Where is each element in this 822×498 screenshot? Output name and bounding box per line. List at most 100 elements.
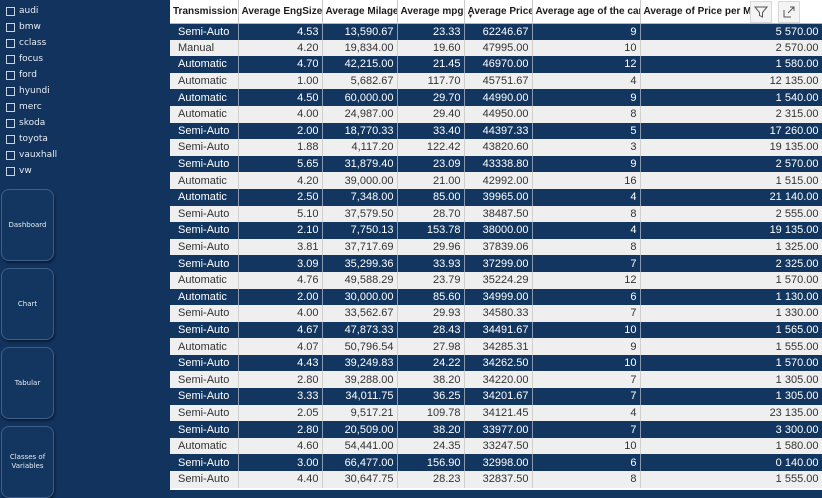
column-header-label: Average mpg (400, 5, 464, 17)
brand-filter-item[interactable]: bmw (0, 19, 60, 35)
brand-filter-item[interactable]: focus (0, 51, 60, 67)
checkbox-icon[interactable] (6, 22, 15, 32)
table-row[interactable]: Semi-Auto 2.80 20,509.00 38.20 33977.00 7 3 30… (170, 421, 822, 438)
column-header[interactable]: Average age of the car (532, 0, 641, 24)
focus-mode-icon[interactable] (778, 1, 800, 23)
table-cell: 2.80 (238, 421, 323, 438)
table-cell: 3.81 (238, 238, 323, 256)
table-row[interactable]: Semi-Auto 4.00 33,562.67 29.93 34580.33 7 1 33… (170, 305, 822, 322)
table-cell: Semi-Auto (170, 454, 239, 472)
table-row[interactable]: Automatic 4.76 49,588.29 23.79 35224.29 12 1 5… (170, 271, 822, 289)
column-header[interactable]: Transmission (170, 0, 239, 24)
table-row[interactable]: Semi-Auto 4.53 13,590.67 23.33 62246.67 9 5 57… (170, 23, 822, 40)
table-row[interactable]: Semi-Auto 4.43 39,249.83 24.22 34262.50 10 1 5… (170, 354, 822, 372)
brand-filter-item[interactable]: merc (0, 99, 60, 115)
classes-of-variables-button[interactable]: Classes of Variables (1, 426, 54, 498)
brand-filter-item[interactable]: cclass (0, 35, 60, 51)
chart-button[interactable]: Chart (1, 268, 54, 340)
table-cell: 1 580.00 (640, 437, 822, 455)
brand-filter-item[interactable]: ford (0, 67, 60, 83)
table-cell: 1 330.00 (640, 305, 822, 322)
table-row[interactable]: Semi-Auto 4.40 30,647.75 28.23 32837.50 8 1 55… (170, 471, 822, 488)
table-cell: 1 515.00 (640, 172, 822, 189)
table-row[interactable]: Semi-Auto 5.65 31,879.40 23.09 43338.80 9 2 57… (170, 155, 822, 173)
dashboard-button[interactable]: Dashboard (1, 189, 54, 261)
table-cell: 2.00 (238, 288, 323, 306)
table-cell: Semi-Auto (170, 388, 239, 405)
table-cell: 35,299.36 (322, 255, 398, 272)
checkbox-icon[interactable] (6, 70, 15, 80)
table-row[interactable]: Semi-Auto 3.00 66,477.00 156.90 32998.00 6 0 1… (170, 454, 822, 472)
checkbox-icon[interactable] (6, 38, 15, 48)
table-cell: 38000.00 (464, 222, 533, 239)
tabular-button[interactable]: Tabular (1, 347, 54, 419)
brand-filter-item[interactable]: toyota (0, 131, 60, 147)
table-row[interactable]: Semi-Auto 3.09 35,299.36 33.93 37299.00 7 2 32… (170, 255, 822, 272)
checkbox-icon[interactable] (6, 166, 15, 176)
table-row[interactable]: Automatic 4.07 50,796.54 27.98 34285.31 9 1 55… (170, 338, 822, 355)
brand-filter-item[interactable]: skoda (0, 115, 60, 131)
filter-icon[interactable] (750, 1, 772, 23)
table-cell: 4.20 (238, 39, 323, 57)
column-header[interactable]: Average EngSize (238, 0, 323, 24)
checkbox-icon[interactable] (6, 6, 15, 16)
table-row[interactable]: Semi-Auto 2.80 39,288.00 38.20 34220.00 7 1 30… (170, 371, 822, 389)
table-row[interactable]: Semi-Auto 5.10 37,579.50 28.70 38487.50 8 2 55… (170, 205, 822, 223)
table-cell: Semi-Auto (170, 305, 239, 322)
table-row[interactable]: Semi-Auto 2.10 7,750.13 153.78 38000.00 4 19 1… (170, 222, 822, 239)
checkbox-icon[interactable] (6, 86, 15, 96)
table-row[interactable]: Semi-Auto 1.88 4,117.20 122.42 43820.60 3 19 1… (170, 139, 822, 156)
table-row[interactable]: Semi-Auto 3.81 37,717.69 29.96 37839.06 8 1 32… (170, 238, 822, 256)
table-row[interactable]: Semi-Auto 3.33 34,011.75 36.25 34201.67 7 1 30… (170, 388, 822, 405)
table-cell: 5.10 (238, 205, 323, 223)
column-header[interactable]: Average Milage (322, 0, 398, 24)
table-cell: 24,987.00 (322, 105, 398, 123)
checkbox-icon[interactable] (6, 150, 15, 160)
table-row[interactable]: Automatic 4.20 39,000.00 21.00 42992.00 16 1 5… (170, 172, 822, 189)
table-cell: 117.70 (397, 72, 465, 90)
table-cell: 28.23 (397, 471, 465, 488)
column-header[interactable]: Average of Price per Mil (640, 0, 822, 24)
table-row[interactable]: Automatic 2.50 7,348.00 85.00 39965.00 4 21 14… (170, 188, 822, 206)
visual-header-icons (750, 1, 810, 23)
brand-filter-label: audi (19, 6, 39, 16)
table-cell: 2 315.00 (640, 105, 822, 123)
brand-filter-item[interactable]: vw (0, 163, 60, 179)
table-cell: 28.70 (397, 205, 465, 223)
table-cell: 4.00 (238, 305, 323, 322)
table-cell: 34121.45 (464, 404, 533, 422)
checkbox-icon[interactable] (6, 134, 15, 144)
table-row[interactable]: Automatic 4.00 24,987.00 29.40 44950.00 8 2 31… (170, 105, 822, 123)
averages-table: Transmission Average EngSize Average Milag… (170, 0, 822, 488)
table-row[interactable]: Semi-Auto 2.05 9,517.21 109.78 34121.45 4 23 1… (170, 404, 822, 422)
brand-filter-item[interactable]: vauxhall (0, 147, 60, 163)
checkbox-icon[interactable] (6, 118, 15, 128)
checkbox-icon[interactable] (6, 102, 15, 112)
sort-descending-icon[interactable]: ▼ (467, 14, 474, 20)
table-row[interactable]: Automatic 1.00 5,682.67 117.70 45751.67 4 12 1… (170, 72, 822, 90)
column-header-label: Average Price (467, 5, 532, 17)
table-row[interactable]: Manual 4.20 19,834.00 19.60 47995.00 10 2 570.… (170, 39, 822, 57)
table-cell: 47,873.33 (322, 321, 398, 339)
checkbox-icon[interactable] (6, 54, 15, 64)
table-cell: Semi-Auto (170, 23, 239, 40)
table-header-row: Transmission Average EngSize Average Milag… (170, 0, 822, 24)
table-row[interactable]: Automatic 4.70 42,215.00 21.45 46970.00 12 1 5… (170, 56, 822, 73)
column-header[interactable]: Average mpg (397, 0, 465, 24)
table-row[interactable]: Automatic 4.60 54,441.00 24.35 33247.50 10 1 5… (170, 437, 822, 455)
table-row[interactable]: Automatic 2.00 30,000.00 85.60 34999.00 6 1 13… (170, 288, 822, 306)
brand-filter-item[interactable]: audi (0, 3, 60, 19)
brand-filter-label: vauxhall (19, 150, 58, 160)
table-cell: 60,000.00 (322, 89, 398, 106)
chart-button-label: Chart (17, 299, 38, 308)
column-header[interactable]: Average Price ▼ (464, 0, 533, 24)
table-cell: Semi-Auto (170, 122, 239, 140)
brand-filter-item[interactable]: hyundi (0, 83, 60, 99)
table-row[interactable]: Semi-Auto 2.00 18,770.33 33.40 44397.33 5 17 2… (170, 122, 822, 140)
table-row[interactable]: Semi-Auto 4.67 47,873.33 28.43 34491.67 10 1 5… (170, 321, 822, 339)
table-cell: 23 135.00 (640, 404, 822, 422)
table-cell: Automatic (170, 56, 239, 73)
table-cell: 29.40 (397, 105, 465, 123)
table-cell: 33247.50 (464, 437, 533, 455)
table-row[interactable]: Automatic 4.50 60,000.00 29.70 44990.00 9 1 54… (170, 89, 822, 106)
